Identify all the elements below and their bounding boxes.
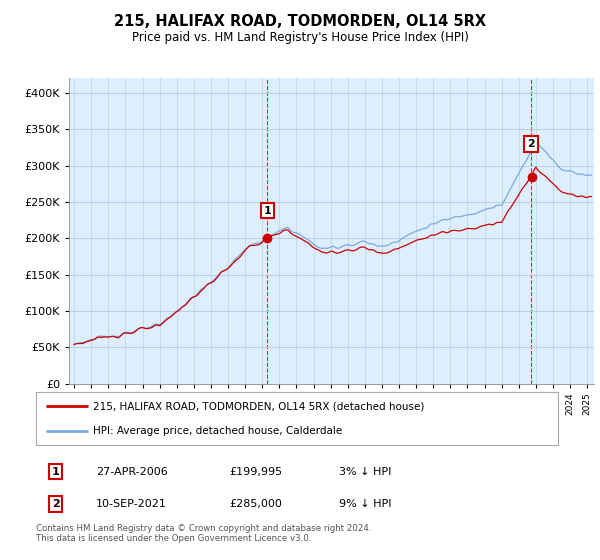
Text: 1: 1 [263,206,271,216]
Text: HPI: Average price, detached house, Calderdale: HPI: Average price, detached house, Cald… [94,426,343,436]
Text: 215, HALIFAX ROAD, TODMORDEN, OL14 5RX: 215, HALIFAX ROAD, TODMORDEN, OL14 5RX [114,14,486,29]
Text: £199,995: £199,995 [229,466,282,477]
Text: £285,000: £285,000 [229,499,282,509]
Text: 215, HALIFAX ROAD, TODMORDEN, OL14 5RX (detached house): 215, HALIFAX ROAD, TODMORDEN, OL14 5RX (… [94,402,425,412]
Text: 1: 1 [52,466,59,477]
Text: 10-SEP-2021: 10-SEP-2021 [96,499,167,509]
Text: Price paid vs. HM Land Registry's House Price Index (HPI): Price paid vs. HM Land Registry's House … [131,31,469,44]
Text: 27-APR-2006: 27-APR-2006 [96,466,168,477]
Text: 2: 2 [52,499,59,509]
Text: 9% ↓ HPI: 9% ↓ HPI [339,499,391,509]
Text: Contains HM Land Registry data © Crown copyright and database right 2024.
This d: Contains HM Land Registry data © Crown c… [36,524,371,543]
Text: 2: 2 [527,139,535,149]
Text: 3% ↓ HPI: 3% ↓ HPI [339,466,391,477]
